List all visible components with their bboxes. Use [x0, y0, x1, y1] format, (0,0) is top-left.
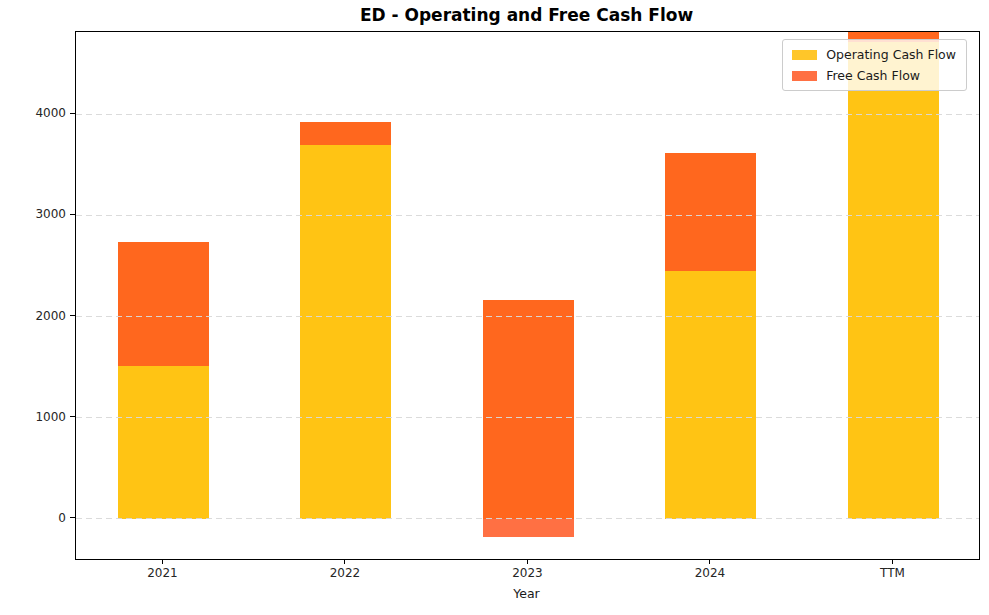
x-tick-mark: [892, 559, 893, 564]
bar-2023-free_negative: [483, 519, 574, 537]
gridline-y-2000: [76, 316, 979, 317]
gridline-y-4000: [76, 114, 979, 115]
bar-2022-free: [300, 122, 391, 145]
legend-item-operating: Operating Cash Flow: [792, 47, 956, 62]
legend: Operating Cash Flow Free Cash Flow: [782, 39, 967, 91]
y-tick-mark: [70, 315, 75, 316]
bar-2021-free: [118, 242, 209, 365]
x-tick-mark: [344, 559, 345, 564]
y-tick-mark: [70, 416, 75, 417]
x-tick-label-2022: 2022: [305, 566, 385, 580]
figure: ED - Operating and Free Cash Flow Cash F…: [0, 0, 989, 615]
gridline-y-3000: [76, 215, 979, 216]
legend-item-free: Free Cash Flow: [792, 68, 956, 83]
legend-swatch-free: [792, 71, 817, 81]
y-tick-mark: [70, 517, 75, 518]
plot-area: Operating Cash Flow Free Cash Flow: [75, 31, 980, 560]
gridline-y-0: [76, 518, 979, 519]
x-tick-mark: [527, 559, 528, 564]
y-tick-mark: [70, 214, 75, 215]
bar-2023-free: [483, 300, 574, 519]
gridline-y-1000: [76, 417, 979, 418]
y-tick-label: 1000: [6, 410, 66, 424]
legend-swatch-operating: [792, 50, 817, 60]
x-tick-label-TTM: TTM: [852, 566, 932, 580]
x-tick-label-2023: 2023: [487, 566, 567, 580]
x-tick-mark: [709, 559, 710, 564]
bar-2024-free: [665, 153, 756, 270]
y-tick-label: 4000: [6, 106, 66, 120]
bar-2021-operating: [118, 366, 209, 519]
y-tick-label: 3000: [6, 207, 66, 221]
x-tick-label-2021: 2021: [123, 566, 203, 580]
x-tick-mark: [162, 559, 163, 564]
chart-title: ED - Operating and Free Cash Flow: [75, 5, 978, 25]
x-tick-label-2024: 2024: [670, 566, 750, 580]
y-tick-mark: [70, 113, 75, 114]
x-axis-label: Year: [75, 586, 978, 601]
bar-2024-operating: [665, 271, 756, 519]
y-tick-label: 2000: [6, 309, 66, 323]
bar-2022-operating: [300, 145, 391, 519]
legend-label-operating: Operating Cash Flow: [826, 47, 956, 62]
y-tick-label: 0: [6, 511, 66, 525]
legend-label-free: Free Cash Flow: [826, 68, 920, 83]
